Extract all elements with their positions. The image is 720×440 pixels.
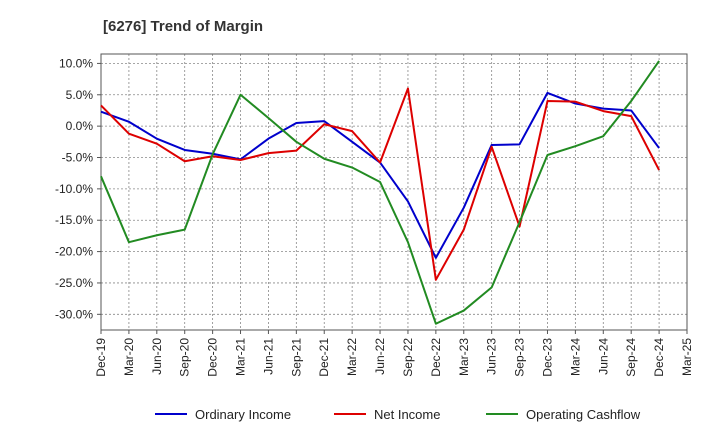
- gridlines: [101, 54, 687, 330]
- x-tick-label: Jun-24: [596, 338, 610, 375]
- x-tick-label: Jun-23: [485, 338, 499, 375]
- x-tick-label: Mar-25: [680, 338, 694, 376]
- y-tick-label: -30.0%: [55, 307, 93, 321]
- y-tick-label: 10.0%: [59, 56, 93, 70]
- series-line-operating-cashflow: [100, 60, 660, 325]
- legend: Ordinary Income Net Income Operating Cashf…: [155, 407, 641, 422]
- y-tick-label: 5.0%: [66, 88, 94, 102]
- plot-area: [100, 53, 688, 331]
- x-tick-label: Sep-24: [624, 338, 638, 377]
- y-tick-label: -20.0%: [55, 245, 93, 259]
- legend-label: Ordinary Income: [195, 407, 291, 422]
- x-tick-label: Sep-21: [289, 338, 303, 377]
- y-axis: 10.0% 5.0% 0.0% -5.0% -10.0% -15.0% -20.0% -25.…: [55, 56, 101, 321]
- x-tick-label: Dec-24: [652, 338, 666, 377]
- x-tick-label: Jun-21: [261, 338, 275, 375]
- x-tick-label: Jun-20: [150, 338, 164, 375]
- x-tick-label: Dec-19: [94, 338, 108, 377]
- x-tick-label: Sep-22: [401, 338, 415, 377]
- chart-title: [6276] Trend of Margin: [103, 18, 263, 35]
- y-tick-label: -15.0%: [55, 213, 93, 227]
- y-tick-label: -10.0%: [55, 182, 93, 196]
- series-line-net-income: [100, 87, 660, 281]
- x-tick-label: Mar-20: [122, 338, 136, 376]
- x-tick-label: Mar-24: [568, 338, 582, 376]
- x-tick-label: Dec-23: [540, 338, 554, 377]
- x-tick-label: Jun-22: [373, 338, 387, 375]
- y-tick-label: -25.0%: [55, 276, 93, 290]
- x-tick-label: Mar-21: [234, 338, 248, 376]
- x-tick-label: Dec-20: [206, 338, 220, 377]
- x-tick-label: Mar-23: [457, 338, 471, 376]
- y-tick-label: -5.0%: [62, 151, 94, 165]
- series-lines: [100, 60, 660, 325]
- x-tick-label: Dec-22: [429, 338, 443, 377]
- x-tick-label: Dec-21: [317, 338, 331, 377]
- y-tick-label: 0.0%: [66, 119, 94, 133]
- x-tick-label: Sep-23: [513, 338, 527, 377]
- legend-label: Operating Cashflow: [526, 407, 641, 422]
- x-axis: Dec-19 Mar-20 Jun-20 Sep-20 Dec-20 Mar-21 Jun-…: [94, 330, 694, 377]
- x-tick-label: Mar-22: [345, 338, 359, 376]
- x-tick-label: Sep-20: [178, 338, 192, 377]
- legend-label: Net Income: [374, 407, 440, 422]
